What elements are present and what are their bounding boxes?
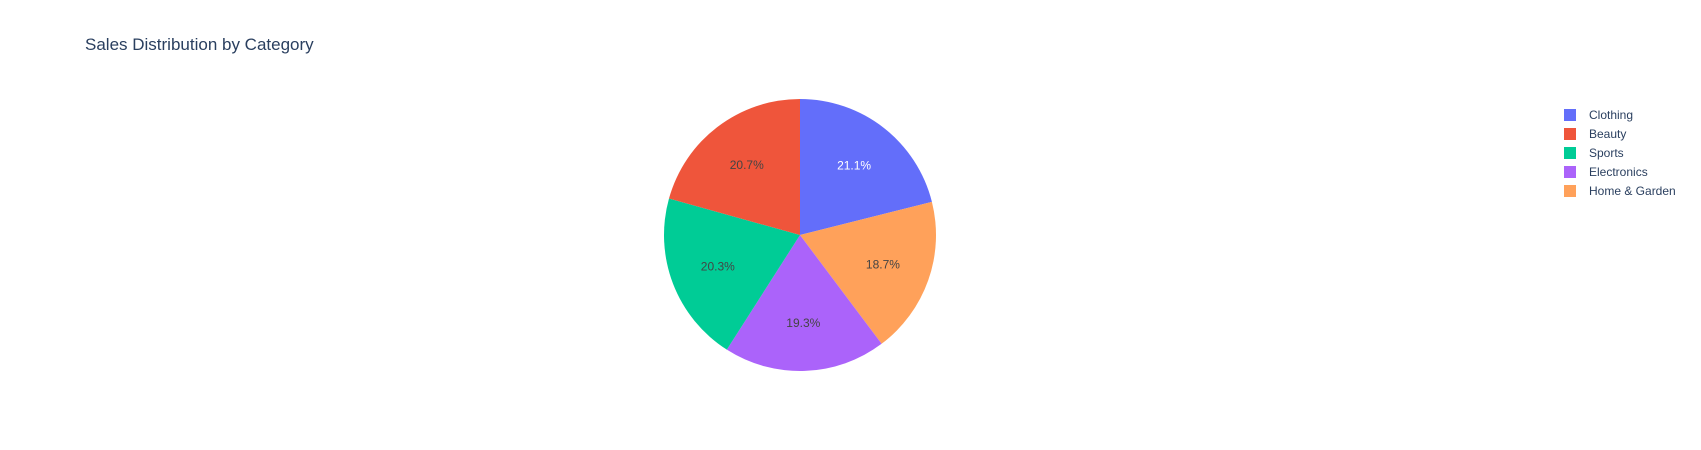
legend-item-clothing[interactable]: Clothing (1564, 108, 1633, 122)
pie-slices (664, 98, 936, 371)
slice-label-electronics: 19.3% (786, 316, 820, 330)
legend-label-clothing: Clothing (1589, 108, 1633, 122)
legend: Clothing Beauty Sports Electronics Home & Ga… (1564, 108, 1676, 198)
legend-label-home-garden: Home & Garden (1589, 184, 1676, 198)
legend-swatch-electronics (1564, 166, 1576, 178)
legend-swatch-sports (1564, 147, 1576, 159)
slice-label-clothing: 21.1% (837, 159, 871, 173)
legend-label-sports: Sports (1589, 146, 1624, 160)
pie-slice-labels: 21.1% 18.7% 19.3% 20.3% 20.7% (701, 158, 900, 330)
chart-title: Sales Distribution by Category (85, 35, 314, 54)
pie-slice-sports[interactable] (664, 198, 800, 350)
slice-label-beauty: 20.7% (730, 158, 764, 172)
legend-swatch-clothing (1564, 109, 1576, 121)
legend-swatch-beauty (1564, 128, 1576, 140)
pie-slice-home-garden[interactable] (800, 201, 936, 344)
legend-item-sports[interactable]: Sports (1564, 146, 1624, 160)
legend-label-beauty: Beauty (1589, 127, 1626, 141)
legend-item-electronics[interactable]: Electronics (1564, 165, 1648, 179)
legend-item-home-garden[interactable]: Home & Garden (1564, 184, 1676, 198)
legend-item-beauty[interactable]: Beauty (1564, 127, 1626, 141)
pie-slice-beauty[interactable] (668, 99, 800, 235)
legend-swatch-home-garden (1564, 185, 1576, 197)
slice-label-sports: 20.3% (701, 259, 735, 273)
legend-label-electronics: Electronics (1589, 165, 1648, 179)
pie-slice-electronics[interactable] (726, 235, 882, 371)
slice-label-home-garden: 18.7% (866, 257, 900, 271)
pie-slice-clothing[interactable] (800, 98, 932, 235)
